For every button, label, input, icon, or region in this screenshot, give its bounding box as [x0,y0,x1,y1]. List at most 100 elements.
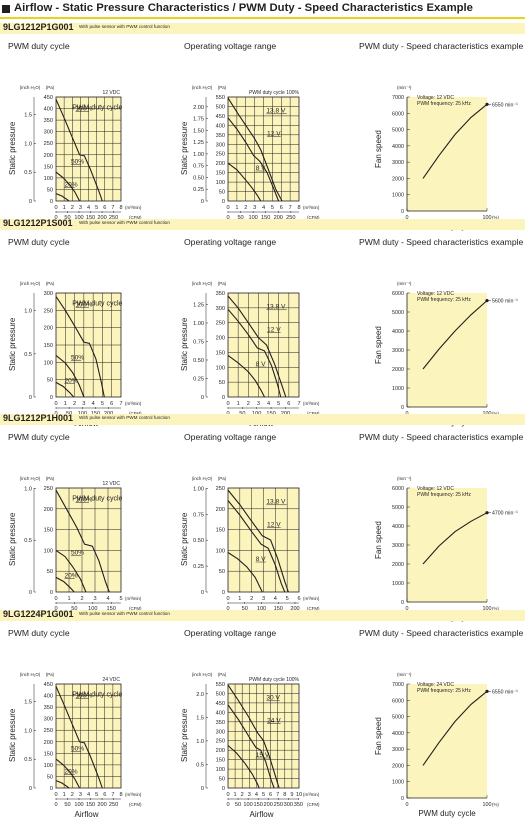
duty-y-tick-label: 200 [44,740,53,746]
voltage-series-label: 13.8 V [266,499,286,506]
voltage-y2-tick-label: 0.75 [193,512,204,518]
duty-y-unit-pa: (Pa) [46,281,55,286]
speed-y-tick-label: 1000 [392,581,404,587]
duty-x-tick-label: 4 [92,401,95,407]
duty-x2-tick-label: 0 [54,606,57,612]
speed-y-tick-label: 0 [401,209,404,215]
duty-series-label: 50% [71,746,84,753]
voltage-y-tick-label: 200 [216,336,225,342]
duty-x-tick-label: 1 [67,596,70,602]
duty-x-tick-label: 8 [119,205,122,211]
duty-y2-tick-label: 0.5 [24,757,32,763]
speed-y-axis-label: Fan speed [374,717,383,755]
duty-y-tick-label: 150 [44,164,53,170]
duty-y-tick-label: 300 [44,291,53,297]
voltage-series-line [227,745,260,789]
voltage-x-tick-label: 3 [253,205,256,211]
speed-y-tick-label: 4000 [392,731,404,737]
voltage-x-tick-label: 6 [297,596,300,602]
voltage-series-line [227,552,263,593]
duty-y-tick-label: 300 [44,717,53,723]
speed-end-label: 4700 min⁻¹ [492,511,518,517]
speed-y-tick-label: 2000 [392,763,404,769]
column-title-col2: Operating voltage range [184,432,277,442]
duty-voltage-label: 12 VDC [102,481,120,487]
voltage-x2-tick-label: 200 [274,215,283,221]
speed-series-line [422,690,488,766]
voltage-x-tick-label: 2 [244,205,247,211]
duty-y-tick-label: 350 [44,705,53,711]
duty-y-tick-label: 450 [44,95,53,101]
voltage-x-tick-label: 4 [262,205,265,211]
model-code: 9LG1212P1G001 [3,22,74,32]
voltage-x-unit-m3: (m³/min) [303,205,320,210]
speed-y-tick-label: 1000 [392,386,404,392]
duty-x-tick-label: 0 [54,401,57,407]
duty-y-tick-label: 100 [44,548,53,554]
duty-y2-tick-label: 0 [29,395,32,401]
voltage-y2-tick-label: 1.5 [196,715,204,721]
speed-y-tick-label: 2000 [392,367,404,373]
voltage-x2-tick-label: 100 [257,606,266,612]
duty-y2-tick-label: 1.5 [24,113,32,119]
model-code: 9LG1212P1H001 [3,413,74,423]
duty-legend-title: PWM duty cycle [72,691,122,698]
voltage-series-line [227,308,282,398]
speed-y-tick-label: 5000 [392,128,404,134]
duty-y2-tick-label: 1.0 [24,309,32,315]
duty-x-tick-label: 0 [54,596,57,602]
voltage-x2-tick-label: 50 [235,802,241,808]
duty-y-tick-label: 0 [50,786,53,792]
voltage-y2-tick-label: 1.00 [193,486,204,492]
duty-y-tick-label: 400 [44,694,53,700]
duty-series-line [55,171,81,202]
voltage-series-label: 12 V [267,130,281,137]
duty-y2-tick-label: 1.0 [24,486,32,492]
speed-x-tick-label: 0 [406,215,409,221]
voltage-x2-tick-label: 250 [286,215,295,221]
duty-y-unit-pa: (Pa) [46,85,55,90]
voltage-y-tick-label: 250 [216,321,225,327]
voltage-x-tick-label: 6 [287,401,290,407]
speed-x-unit: (%) [492,411,499,416]
voltage-x2-tick-label: 250 [274,802,283,808]
speed-note-frequency: PWM frequency: 25 kHz [417,492,471,498]
voltage-series-line [227,97,283,202]
duty-y-tick-label: 100 [44,763,53,769]
voltage-y-unit-pa: (Pa) [218,672,227,677]
duty-x-unit-m3: (m³/min) [125,205,142,210]
duty-x-tick-label: 5 [95,205,98,211]
speed-y-tick-label: 6000 [392,291,404,297]
speed-y-tick-label: 3000 [392,747,404,753]
speed-y-axis-label: Fan speed [374,326,383,364]
speed-note-frequency: PWM frequency: 25 kHz [417,297,471,303]
voltage-x2-tick-label: 100 [248,215,257,221]
model-band: 9LG1224P1G001 With pulse sensor with PWM … [0,609,525,621]
voltage-y-tick-label: 100 [216,548,225,554]
duty-y-unit-inch: (inch H₂O) [20,476,41,481]
duty-series-line [55,576,75,593]
duty-x-tick-label: 0 [54,205,57,211]
voltage-y-tick-label: 250 [216,739,225,745]
voltage-x-tick-label: 5 [271,205,274,211]
duty-x-tick-label: 6 [103,205,106,211]
voltage-y-unit-inch: (inch H₂O) [192,476,213,481]
duty-x-unit-m3: (m³/min) [125,596,142,601]
speed-x-unit: (%) [492,215,499,220]
page-title: Airflow - Static Pressure Characteristic… [14,2,473,14]
voltage-y-unit-inch: (inch H₂O) [192,85,213,90]
section-charts: 01234567(m³/min)050100150200(CFM)Airflow… [8,281,518,428]
duty-y-tick-label: 0 [50,395,53,401]
voltage-y2-tick-label: 0 [201,590,204,596]
voltage-y2-tick-label: 0.75 [193,339,204,345]
voltage-y-tick-label: 250 [216,486,225,492]
voltage-series-label: 12 V [267,326,281,333]
voltage-series-label: 8 V [256,165,266,172]
column-title-col2: Operating voltage range [184,237,277,247]
duty-series-line [55,686,103,789]
speed-x-axis-label: PWM duty cycle [418,809,476,818]
duty-y-tick-label: 150 [44,751,53,757]
duty-x-tick-label: 4 [106,596,109,602]
model-band: 9LG1212P1H001 With pulse sensor with PWM … [0,413,525,425]
voltage-x-unit-cfm: (CFM) [307,411,320,416]
